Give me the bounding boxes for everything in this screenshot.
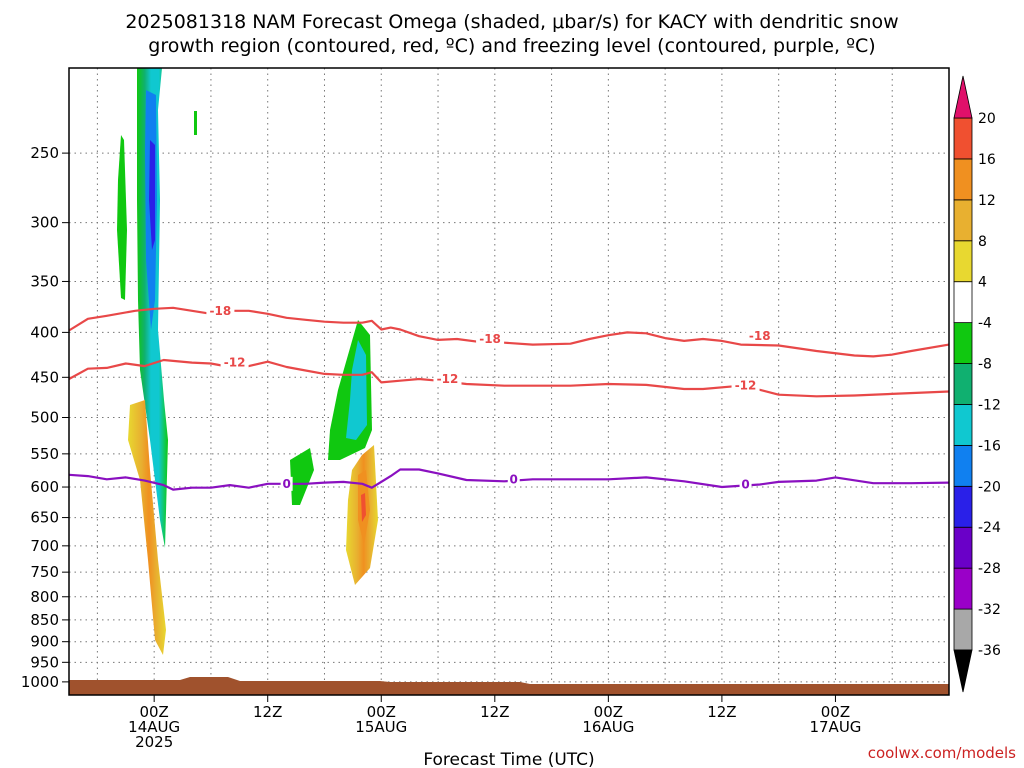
colorbar-swatch <box>953 526 973 569</box>
y-tick-label: 300 <box>30 214 59 232</box>
plot-area <box>69 68 949 695</box>
grid <box>69 68 949 695</box>
y-tick-label: 250 <box>30 144 59 162</box>
chart-title-line-2: growth region (contoured, red, ºC) and f… <box>148 35 875 57</box>
colorbar-label: -4 <box>978 316 992 332</box>
colorbar-label: 12 <box>978 193 996 209</box>
contour-label: -12 <box>437 372 459 386</box>
x-tick-label: 00Z <box>821 703 850 721</box>
colorbar-label: -16 <box>978 438 1001 454</box>
y-axis: 250 300 350 400 450 500 550 600 650 700 750 800 850 9… <box>21 144 69 691</box>
colorbar-label: 4 <box>978 275 987 291</box>
y-tick-label: 350 <box>30 272 59 290</box>
x-tick-label: 12Z <box>707 703 736 721</box>
colorbar-swatch <box>953 158 973 201</box>
y-tick-label: 500 <box>30 408 59 426</box>
x-tick-label: 2025 <box>135 733 173 751</box>
y-tick-label: 550 <box>30 445 59 463</box>
x-tick-label: 15AUG <box>355 718 407 736</box>
contour-label-bg <box>731 378 760 393</box>
colorbar-label: -36 <box>978 643 1001 659</box>
contour-label-bg <box>739 477 752 492</box>
contour-label: -12 <box>224 356 246 370</box>
colorbar-swatch <box>953 444 973 487</box>
colorbar-swatch <box>953 485 973 528</box>
contour-label-bg <box>745 329 774 344</box>
omega-negative-core-deep <box>149 140 155 250</box>
contour-label-bg <box>433 371 462 386</box>
y-tick-label: 650 <box>30 509 59 527</box>
colorbar-label: -12 <box>978 397 1001 413</box>
omega-negative-region <box>117 135 127 300</box>
contour-label: -18 <box>749 329 771 343</box>
colorbar-swatch <box>953 117 973 160</box>
colorbar-label: -20 <box>978 479 1001 495</box>
x-tick-label: 17AUG <box>809 718 861 736</box>
contour-label-bg <box>507 472 520 487</box>
colorbar-label: 16 <box>978 152 996 168</box>
contour-label: 0 <box>510 472 518 486</box>
colorbar-swatch <box>953 199 973 242</box>
contour-label: -18 <box>210 304 232 318</box>
colorbar-swatch <box>953 363 973 405</box>
x-tick-label: 12Z <box>253 703 282 721</box>
contour-label-bg <box>476 332 505 347</box>
colorbar-label: 8 <box>978 234 987 250</box>
omega-positive-core <box>361 493 366 522</box>
omega-negative-region <box>194 111 197 135</box>
y-tick-label: 950 <box>30 653 59 671</box>
colorbar-under-arrow <box>953 649 973 693</box>
colorbar-label: -28 <box>978 561 1001 577</box>
x-tick-label: 12Z <box>480 703 509 721</box>
credit-text: coolwx.com/models <box>868 744 1016 762</box>
colorbar-swatch <box>953 567 973 610</box>
contour-label-bg <box>280 476 293 491</box>
chart-title-line-1: 2025081318 NAM Forecast Omega (shaded, μ… <box>125 11 898 33</box>
contour-line <box>68 468 950 491</box>
colorbar-swatch <box>953 322 973 364</box>
contour-label: 0 <box>741 477 749 491</box>
plot-frame <box>68 67 950 696</box>
y-tick-label: 600 <box>30 478 59 496</box>
colorbar-swatch <box>953 608 973 651</box>
contour-label-bg <box>206 303 235 318</box>
y-tick-label: 800 <box>30 588 59 606</box>
colorbar-swatch <box>953 281 973 324</box>
colorbar-label: -24 <box>978 520 1001 536</box>
x-tick-label: 00Z <box>594 703 623 721</box>
contour-label-bg <box>220 355 249 370</box>
contour-label: 0 <box>282 477 290 491</box>
colorbar-label: -8 <box>978 357 992 373</box>
y-tick-label: 900 <box>30 633 59 651</box>
x-tick-label: 14AUG <box>128 718 180 736</box>
omega-negative-core <box>346 340 367 440</box>
colorbar-label: -32 <box>978 602 1001 618</box>
x-tick-label: 16AUG <box>582 718 634 736</box>
y-tick-label: 750 <box>30 563 59 581</box>
omega-negative-region <box>290 448 314 505</box>
colorbar-swatch <box>953 240 973 283</box>
y-tick-label: 1000 <box>21 673 59 691</box>
contour-label: -18 <box>479 332 501 346</box>
terrain-ground <box>69 677 949 695</box>
colorbar-swatch <box>953 404 973 446</box>
y-tick-label: 450 <box>30 368 59 386</box>
contours: -18 -18 -18 -12 -12 -12 0 0 0 <box>68 303 950 492</box>
x-tick-label: 00Z <box>367 703 396 721</box>
omega-positive-region <box>128 400 166 655</box>
y-tick-label: 700 <box>30 537 59 555</box>
x-axis-title: Forecast Time (UTC) <box>423 750 594 768</box>
y-tick-label: 400 <box>30 323 59 341</box>
y-tick-label: 850 <box>30 611 59 629</box>
contour-label: -12 <box>735 379 757 393</box>
colorbar-over-arrow <box>953 75 973 119</box>
x-tick-label: 00Z <box>139 703 168 721</box>
colorbar: -36 -32 -28 -24 -20 -16 -12 -8 -4 4 8 12 16 20 <box>953 75 1001 693</box>
colorbar-label: 20 <box>978 111 996 127</box>
